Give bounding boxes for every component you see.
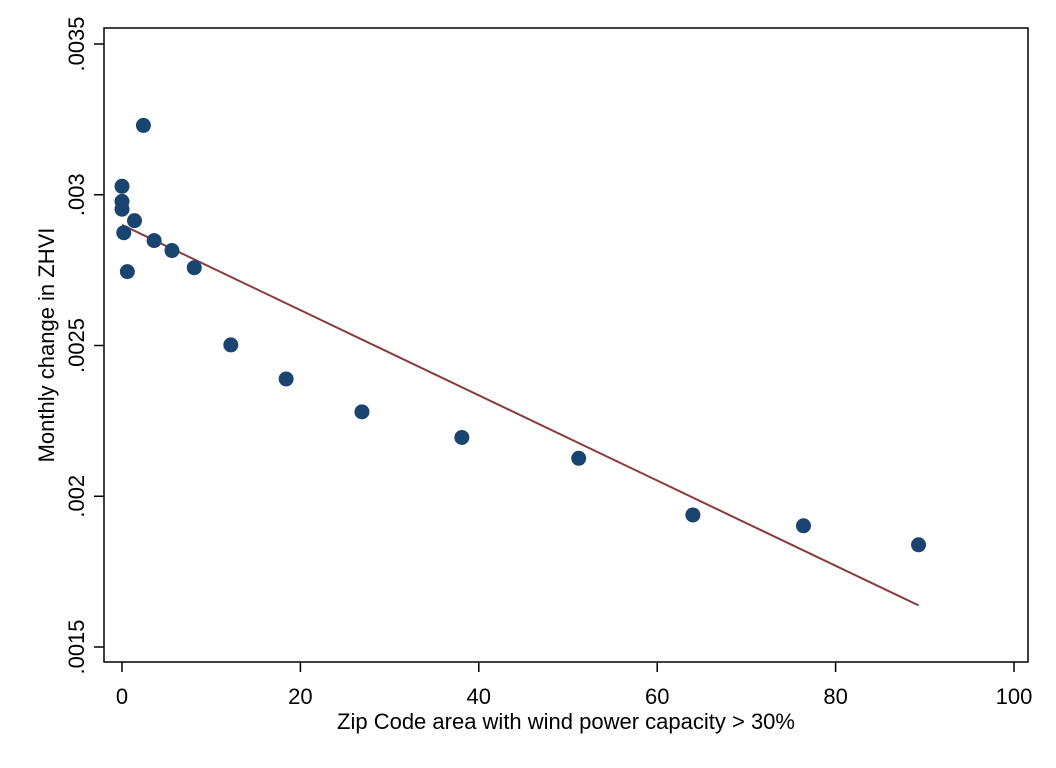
x-tick-label: 80 xyxy=(823,684,847,709)
data-point xyxy=(795,518,811,534)
x-tick-label: 0 xyxy=(116,684,128,709)
x-axis-title: Zip Code area with wind power capacity >… xyxy=(337,709,795,734)
data-point xyxy=(454,429,470,445)
data-point xyxy=(146,233,162,249)
data-point xyxy=(223,337,239,353)
data-point xyxy=(164,243,180,259)
data-point xyxy=(911,537,927,553)
axes-layer: 0 20 40 60 80 100 .0015 .002 .0025 .003 .0035 xyxy=(64,16,1032,709)
data-point xyxy=(685,507,701,523)
y-tick-label: .0035 xyxy=(64,16,89,71)
fit-line-layer xyxy=(121,223,919,607)
x-tick-label: 60 xyxy=(645,684,669,709)
x-tick-label: 40 xyxy=(467,684,491,709)
y-tick-label: .0025 xyxy=(64,318,89,373)
y-tick-label: .002 xyxy=(64,475,89,518)
data-point xyxy=(126,213,142,229)
data-point xyxy=(119,264,135,280)
data-point xyxy=(116,225,132,241)
data-point xyxy=(135,117,151,133)
y-tick-label: .0015 xyxy=(64,619,89,674)
x-tick-label: 20 xyxy=(288,684,312,709)
x-tick-label: 100 xyxy=(996,684,1033,709)
y-axis-title: Monthly change in ZHVI xyxy=(34,228,59,463)
data-point xyxy=(278,371,294,387)
y-tick-label: .003 xyxy=(64,173,89,216)
data-point xyxy=(354,404,370,420)
data-point xyxy=(114,201,130,217)
data-point xyxy=(571,450,587,466)
points-layer xyxy=(114,117,927,553)
fitted-line xyxy=(121,223,919,607)
data-point xyxy=(186,260,202,276)
data-point xyxy=(114,178,130,194)
